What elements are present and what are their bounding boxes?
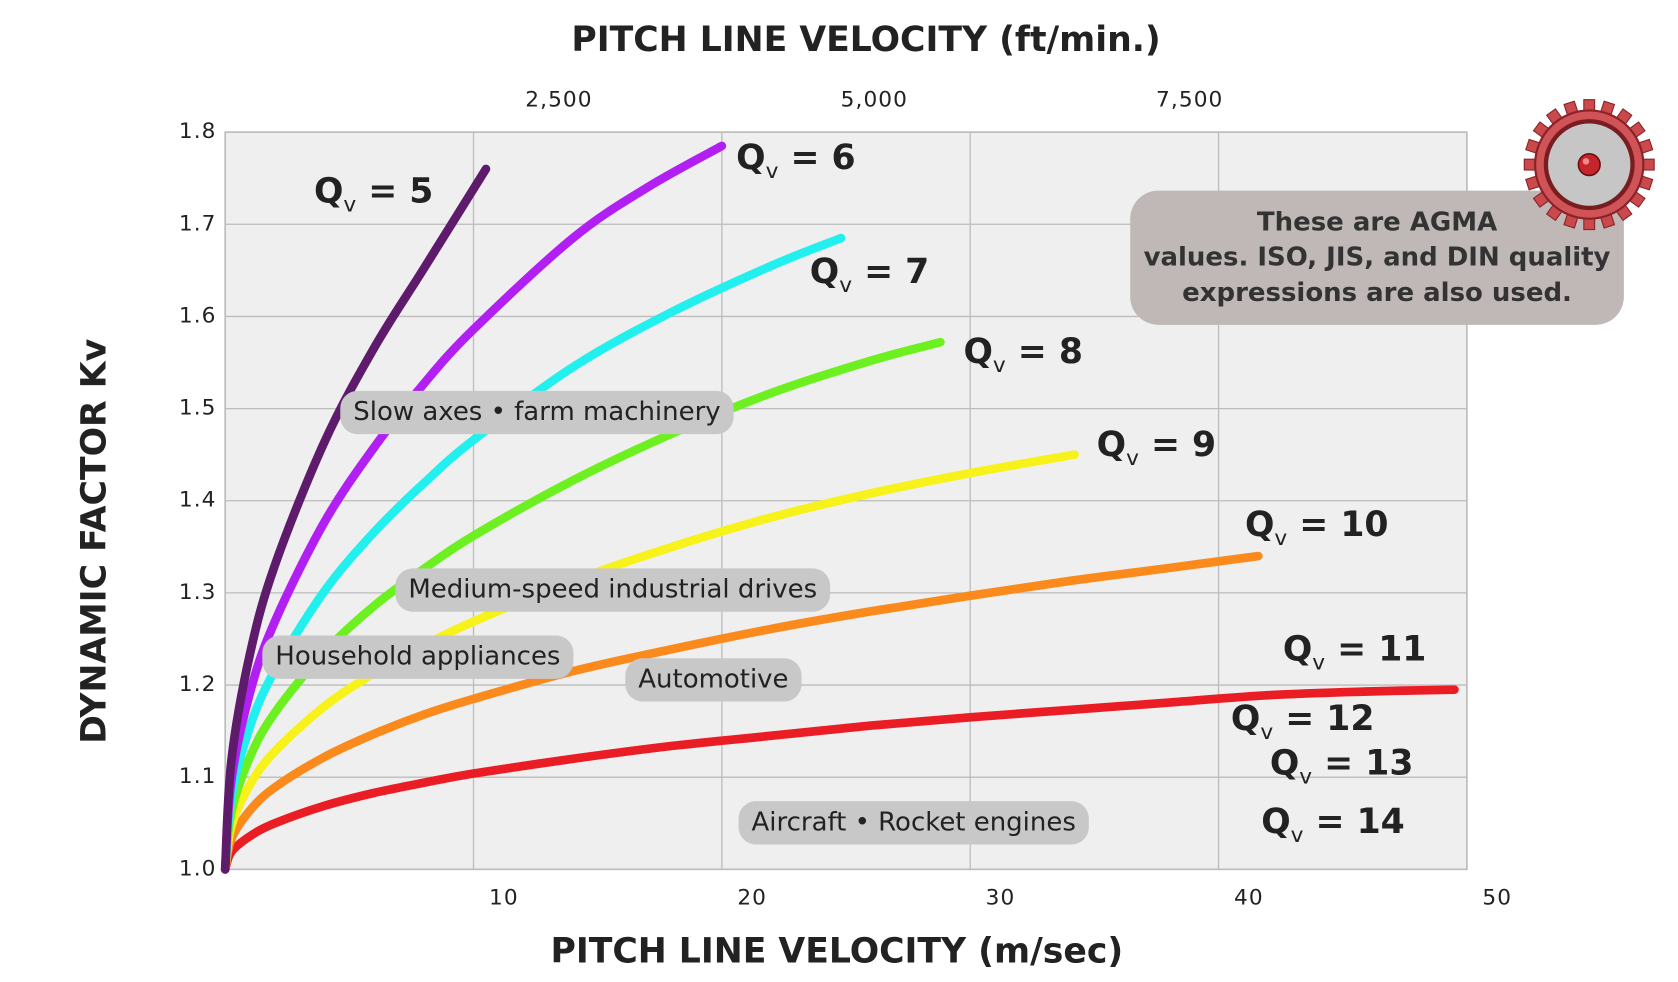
top-axis-title: PITCH LINE VELOCITY (ft/min.) (571, 20, 1160, 60)
series-line (220, 141, 727, 874)
annotation: Automotive (625, 658, 802, 702)
series-label: Qv = 6 (736, 138, 855, 184)
y-tick-label: 1.5 (179, 396, 217, 421)
series-line (220, 233, 846, 874)
x-tick-label: 40 (1234, 886, 1264, 911)
y-tick-label: 1.6 (179, 303, 217, 328)
annotation-text: Slow axes • farm machinery (353, 397, 720, 427)
series-line (220, 337, 945, 874)
annotation-box (625, 658, 802, 702)
note-text: expressions are also used. (1182, 278, 1572, 308)
annotation-box (738, 801, 1089, 845)
x-axis-title: PITCH LINE VELOCITY (m/sec) (550, 932, 1123, 972)
annotation-box (262, 635, 574, 679)
y-tick-label: 1.1 (179, 764, 217, 789)
annotation-text: Automotive (638, 664, 788, 694)
y-axis-title: DYNAMIC FACTOR Kv (74, 338, 114, 743)
note-box (1130, 190, 1624, 325)
x2-tick-label: 7,500 (1156, 88, 1223, 113)
gear-icon (1523, 99, 1655, 231)
x2-tick-label: 2,500 (525, 88, 592, 113)
annotation-text: Household appliances (275, 642, 560, 672)
x-tick-label: 20 (737, 886, 767, 911)
annotation-text: Medium-speed industrial drives (408, 575, 817, 605)
quality-label: Qv = 14 (1261, 802, 1405, 848)
series-line (220, 551, 1263, 874)
quality-label: Qv = 13 (1270, 743, 1414, 789)
series-line (220, 685, 1459, 874)
note-text: These are AGMA (1257, 208, 1497, 238)
y-tick-label: 1.4 (179, 488, 217, 513)
y-tick-label: 1.8 (179, 119, 217, 144)
annotation: Medium-speed industrial drives (395, 568, 831, 612)
series-label: Qv = 9 (1097, 425, 1216, 471)
annotation: Aircraft • Rocket engines (738, 801, 1089, 845)
y-tick-label: 1.2 (179, 672, 217, 697)
x-tick-label: 10 (489, 886, 519, 911)
y-tick-label: 1.7 (179, 211, 217, 236)
lines (220, 141, 1459, 874)
x-tick-label: 30 (986, 886, 1016, 911)
series-label: Qv = 11 (1283, 630, 1427, 676)
y-tick-label: 1.3 (179, 580, 217, 605)
annotation-box (340, 390, 734, 435)
annotation: Slow axes • farm machinery (340, 390, 734, 435)
annotation: Household appliances (262, 635, 574, 679)
series-label: Qv = 5 (314, 172, 433, 218)
annotation-box (395, 568, 831, 612)
quality-label: Qv = 12 (1231, 699, 1375, 745)
series-label: Qv = 8 (963, 332, 1082, 378)
labels: 1.0 1.1 1.2 1.3 1.4 1.5 1.6 1.7 1.8 10 20 30 40 50 2,5… (179, 88, 1512, 911)
series-label: Qv = 10 (1245, 505, 1389, 551)
x2-tick-label: 5,000 (841, 88, 908, 113)
series-line (220, 164, 491, 874)
y-tick-label: 1.0 (179, 856, 217, 881)
x-tick-label: 50 (1482, 886, 1512, 911)
series-label: Qv = 7 (810, 252, 929, 298)
annotation-text: Aircraft • Rocket engines (752, 807, 1076, 837)
note-text: values. ISO, JIS, and DIN quality (1144, 243, 1611, 273)
series-line (220, 450, 1079, 874)
